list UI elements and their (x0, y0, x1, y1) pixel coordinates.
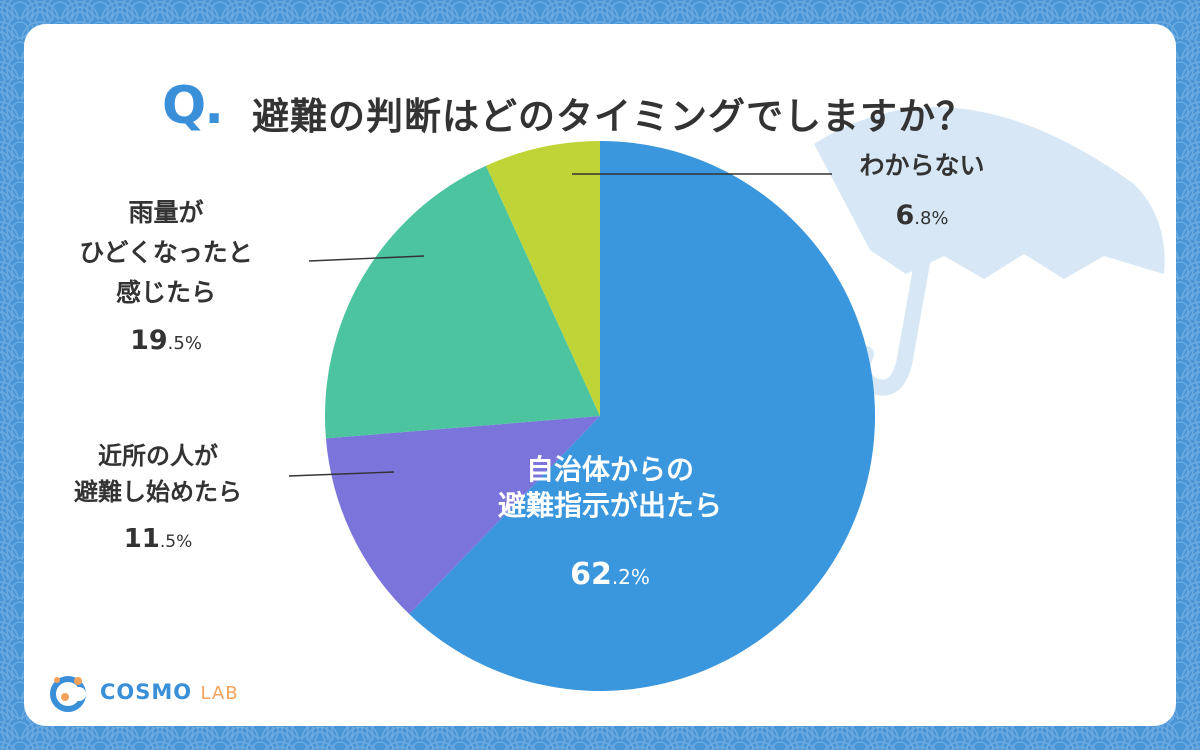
pie-slice (325, 416, 600, 615)
slice-label: 避難し始めたら (74, 478, 242, 506)
slice-label: 感じたら (116, 278, 216, 307)
pie-slice (486, 141, 600, 416)
logo-text-lab: LAB (200, 683, 239, 704)
slice-value-label: 19.5% (130, 325, 202, 356)
slice-label: ひどくなったと (79, 238, 253, 267)
pie-slice (325, 165, 600, 439)
logo-text: COSMO LAB (100, 680, 239, 704)
slice-label: わからない (859, 151, 984, 180)
slice-value-label: 62.2% (570, 557, 650, 592)
umbrella-icon (814, 107, 1165, 396)
slice-value-label: 11.5% (124, 524, 193, 554)
slice-value-label: 6.8% (895, 200, 948, 231)
slice-label: 避難指示が出たら (498, 489, 722, 522)
slice-label: 雨量が (128, 198, 203, 227)
logo-text-cosmo: COSMO (100, 680, 193, 704)
leader-line (308, 255, 425, 262)
chart-card: 自治体からの 避難指示が出たら 62.2% 近所の人が避難し始めたら 11.5% 雨量がひ… (24, 24, 1176, 726)
slice-label: 自治体からの (526, 453, 694, 486)
slice-label: 近所の人が (98, 442, 218, 470)
leader-line (288, 471, 395, 477)
pie-slice (409, 141, 876, 691)
question-title: 避難の判断はどのタイミングでしますか？ (252, 95, 974, 138)
cosmo-lab-logo-icon (50, 676, 86, 712)
question-mark: Q. (162, 76, 224, 136)
